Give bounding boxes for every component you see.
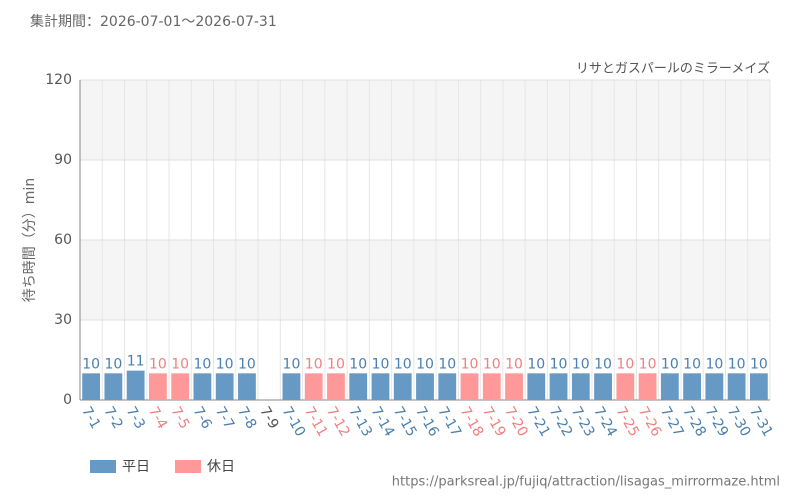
- y-axis-label: 待ち時間（分）min: [22, 178, 38, 302]
- data-label: 10: [194, 356, 212, 372]
- bar: [304, 373, 323, 400]
- y-tick-label: 120: [45, 72, 72, 88]
- x-tick-label: 7-5: [167, 404, 192, 432]
- bar: [527, 373, 546, 400]
- x-tick-label: 7-1: [78, 404, 103, 432]
- y-tick-label: 90: [54, 152, 72, 168]
- bar: [238, 373, 256, 400]
- grid-band: [80, 240, 770, 320]
- bar: [416, 373, 434, 400]
- data-label: 10: [349, 356, 367, 372]
- data-label: 10: [394, 356, 412, 372]
- bar: [460, 373, 479, 400]
- x-tick-label: 7-31: [746, 404, 776, 440]
- bar: [82, 373, 101, 400]
- data-label: 10: [305, 356, 323, 372]
- bar: [705, 373, 724, 400]
- data-label: 10: [661, 356, 679, 372]
- bar: [616, 373, 635, 400]
- bar: [126, 370, 145, 400]
- data-label: 10: [283, 356, 301, 372]
- bar: [505, 373, 523, 400]
- bar: [371, 373, 390, 400]
- data-label: 10: [683, 356, 701, 372]
- bar: [327, 373, 345, 400]
- data-label: 10: [104, 356, 122, 372]
- data-label: 10: [639, 356, 657, 372]
- data-label: 10: [216, 356, 234, 372]
- y-tick-label: 60: [54, 232, 72, 248]
- x-tick-label: 7-7: [212, 404, 237, 432]
- data-label: 10: [616, 356, 634, 372]
- bar: [215, 373, 234, 400]
- bar: [594, 373, 612, 400]
- data-label: 10: [705, 356, 723, 372]
- bar: [104, 373, 123, 400]
- data-label: 10: [171, 356, 189, 372]
- bar: [149, 373, 167, 400]
- data-label: 10: [82, 356, 100, 372]
- data-label: 10: [550, 356, 568, 372]
- header: 集計期間：2026-07-01～2026-07-31: [30, 13, 277, 30]
- x-tick-label: 7-9: [256, 404, 281, 432]
- data-label: 10: [750, 356, 768, 372]
- bar: [438, 373, 457, 400]
- bar: [727, 373, 746, 400]
- legend-label: 休日: [207, 459, 235, 475]
- data-label: 10: [149, 356, 167, 372]
- bar: [571, 373, 590, 400]
- chart-title: リサとガスパールのミラーメイズ: [576, 61, 770, 77]
- x-tick-label: 7-8: [234, 404, 259, 432]
- data-label: 10: [416, 356, 434, 372]
- bar: [349, 373, 368, 400]
- legend-swatch: [175, 460, 201, 473]
- data-label: 10: [594, 356, 612, 372]
- grid-band: [80, 80, 770, 160]
- data-label: 10: [505, 356, 523, 372]
- bar: [749, 373, 768, 400]
- bar: [638, 373, 657, 400]
- data-label: 10: [461, 356, 479, 372]
- x-tick-label: 7-6: [189, 404, 214, 432]
- data-label: 10: [327, 356, 345, 372]
- data-label: 10: [728, 356, 746, 372]
- legend-swatch: [90, 460, 116, 473]
- bar: [193, 373, 212, 400]
- data-label: 10: [238, 356, 256, 372]
- bar: [549, 373, 568, 400]
- legend-label: 平日: [122, 459, 150, 475]
- y-tick-label: 0: [63, 392, 72, 408]
- source: https://parksreal.jp/fujiq/attraction/li…: [392, 475, 780, 490]
- data-label: 10: [527, 356, 545, 372]
- x-tick-label: 7-3: [123, 404, 148, 432]
- x-tick-label: 7-2: [100, 404, 125, 432]
- bar: [660, 373, 679, 400]
- data-label: 10: [372, 356, 390, 372]
- data-label: 11: [127, 354, 145, 370]
- data-label: 10: [438, 356, 456, 372]
- bar: [482, 373, 501, 400]
- bar: [282, 373, 301, 400]
- x-tick-label: 7-4: [145, 404, 170, 432]
- y-tick-label: 30: [54, 312, 72, 328]
- bar: [683, 373, 701, 400]
- bar: [393, 373, 412, 400]
- data-label: 10: [483, 356, 501, 372]
- data-label: 10: [572, 356, 590, 372]
- bar: [171, 373, 190, 400]
